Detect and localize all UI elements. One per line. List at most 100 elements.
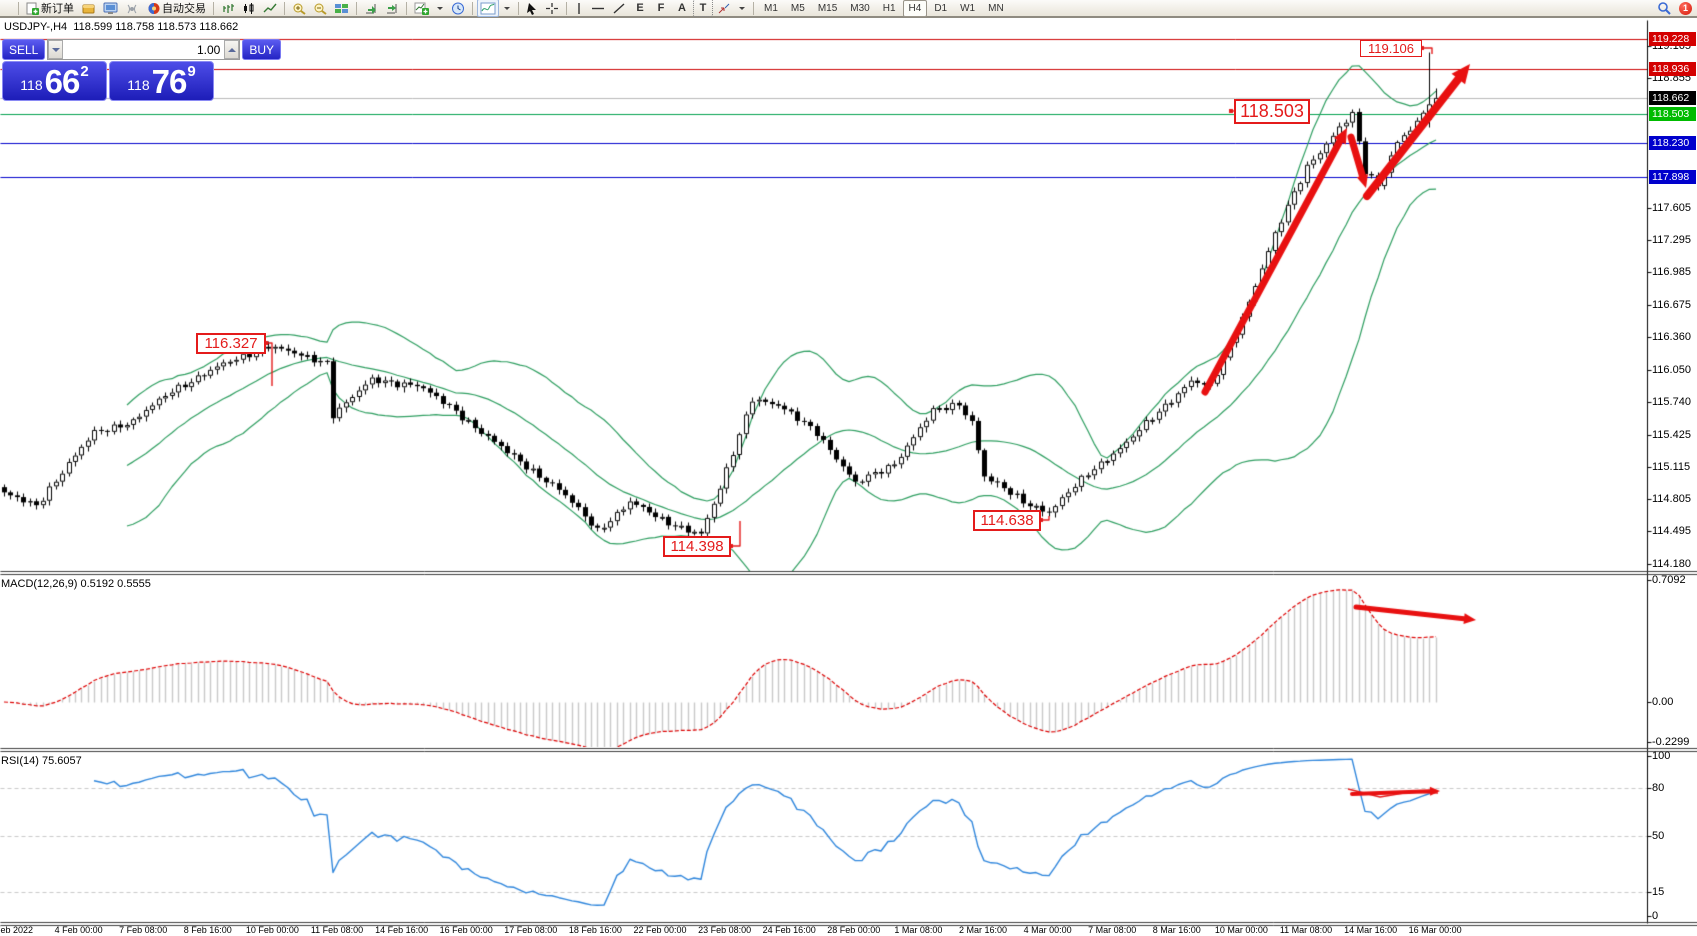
market-watch-icon[interactable]: [78, 0, 99, 17]
horizontal-line-tool-icon[interactable]: [588, 0, 608, 17]
time-axis-label: 2 Mar 16:00: [958, 925, 1008, 935]
timeframe-button-h1[interactable]: H1: [882, 2, 896, 14]
time-axis-label: 1 Mar 08:00: [894, 925, 943, 935]
volume-input[interactable]: [63, 40, 225, 59]
candlestick-mode-icon[interactable]: [239, 0, 259, 17]
period-clock-icon[interactable]: [448, 0, 468, 17]
trendline-tool-icon[interactable]: [609, 0, 629, 17]
sell-price-display[interactable]: 118 66 2: [2, 61, 107, 101]
autotrading-button[interactable]: 自动交易: [144, 0, 209, 17]
terminal-window-icon[interactable]: [100, 0, 121, 17]
timeframe-button-m5[interactable]: M5: [790, 2, 805, 14]
time-axis-label: 24 Feb 16:00: [762, 925, 816, 935]
time-axis-label: 17 Feb 08:00: [504, 925, 558, 935]
volume-decrease-button[interactable]: [48, 40, 64, 59]
new-order-label: 新订单: [41, 3, 74, 15]
timeframe-button-h4[interactable]: H4: [902, 0, 928, 17]
chart-shift-icon[interactable]: [382, 0, 402, 17]
annotation-price-label[interactable]: 114.638: [973, 510, 1041, 531]
time-axis-label: 28 Feb 00:00: [827, 925, 881, 935]
price-axis-tick: 114.805: [1652, 492, 1691, 505]
timeframe-button-group: M1 M5 M15 M30 H1 H4 D1 W1 MN: [758, 0, 1010, 17]
time-axis-label: 4 Mar 00:00: [1023, 925, 1072, 935]
bar-chart-mode-icon[interactable]: [218, 0, 238, 17]
auto-scroll-icon[interactable]: [361, 0, 381, 17]
buy-price-display[interactable]: 118 76 9: [109, 61, 214, 101]
time-axis-label: 7 Mar 08:00: [1088, 925, 1137, 935]
annotation-price-label[interactable]: 118.503: [1234, 99, 1310, 124]
autotrading-label: 自动交易: [162, 3, 206, 15]
dropdown-caret-icon[interactable]: [433, 0, 447, 17]
cursor-tool-icon[interactable]: [523, 0, 541, 17]
add-indicator-icon[interactable]: [411, 0, 432, 17]
zoom-in-icon[interactable]: [289, 0, 309, 17]
fibonacci-tool-icon[interactable]: F: [657, 2, 665, 14]
timeframe-button-w1[interactable]: W1: [960, 2, 976, 14]
arrows-caret-icon[interactable]: [735, 0, 749, 17]
price-axis-tick: 115.740: [1652, 395, 1691, 408]
buy-button[interactable]: BUY: [242, 39, 282, 60]
symbol-ohlc-overlay: USDJPY-,H4 118.599 118.758 118.573 118.6…: [4, 21, 239, 33]
price-axis-tick: 114.495: [1652, 525, 1691, 538]
rsi-axis-tick: 80: [1652, 782, 1665, 794]
timeframe-button-mn[interactable]: MN: [988, 2, 1004, 14]
sell-price-prefix: 118: [20, 77, 43, 93]
time-axis-label: Feb 2022: [0, 925, 34, 935]
time-axis-label: 4 Feb 00:00: [54, 925, 103, 935]
main-toolbar: 新订单 自动交易: [0, 0, 1697, 18]
price-axis-tick: 116.675: [1652, 298, 1691, 311]
vertical-line-tool-icon[interactable]: [571, 0, 587, 17]
time-axis-label: 16 Feb 00:00: [439, 925, 493, 935]
price-axis-tick: 116.050: [1652, 363, 1691, 376]
rsi-label: RSI(14) 75.6057: [1, 755, 82, 767]
rsi-axis-tick: 0: [1652, 910, 1659, 922]
timeframe-button-m30[interactable]: M30: [850, 2, 870, 14]
templates-icon[interactable]: [477, 0, 499, 17]
time-axis-label: 18 Feb 16:00: [568, 925, 622, 935]
annotation-price-label[interactable]: 114.398: [663, 536, 731, 557]
volume-increase-button[interactable]: [224, 40, 240, 59]
rsi-axis-tick: 100: [1652, 750, 1671, 762]
tile-windows-icon[interactable]: [331, 0, 352, 17]
price-axis-tick: 114.180: [1652, 557, 1691, 570]
sell-button[interactable]: SELL: [2, 39, 46, 60]
signal-icon[interactable]: [122, 0, 143, 17]
sell-price-big: 66: [44, 63, 81, 100]
new-order-icon: [26, 2, 40, 15]
time-axis-label: 7 Feb 08:00: [119, 925, 168, 935]
time-axis-label: 16 Mar 00:00: [1408, 925, 1462, 935]
new-order-button[interactable]: 新订单: [23, 0, 77, 17]
buy-price-prefix: 118: [127, 77, 150, 93]
text-label-tool-icon[interactable]: T: [693, 0, 713, 17]
price-axis-tick: 117.605: [1652, 201, 1691, 214]
timeframe-button-d1[interactable]: D1: [934, 2, 948, 14]
autotrading-icon: [147, 2, 161, 15]
equidistant-channel-tool-icon[interactable]: E: [636, 2, 644, 14]
price-axis-badge: 118.230: [1649, 135, 1696, 150]
crosshair-tool-icon[interactable]: [542, 0, 562, 17]
time-axis-label: 8 Mar 16:00: [1152, 925, 1201, 935]
price-axis-tick: 116.985: [1652, 266, 1691, 279]
price-axis-badge: 118.662: [1649, 90, 1696, 105]
time-axis-label: 10 Mar 00:00: [1214, 925, 1268, 935]
timeframe-button-m1[interactable]: M1: [764, 2, 778, 14]
notification-badge[interactable]: 1: [1679, 1, 1692, 15]
macd-axis-tick: 0.00: [1652, 696, 1674, 708]
arrows-tool-icon[interactable]: [714, 0, 734, 17]
annotation-price-label[interactable]: 116.327: [196, 333, 266, 354]
macd-axis-tick: 0.7092: [1652, 574, 1686, 587]
templates-caret-icon[interactable]: [500, 0, 514, 17]
zoom-out-icon[interactable]: [310, 0, 330, 17]
price-axis-tick: 117.295: [1652, 234, 1691, 247]
timeframe-button-m15[interactable]: M15: [817, 2, 838, 14]
text-tool-icon[interactable]: A: [678, 2, 686, 14]
price-axis-tick: 115.115: [1652, 460, 1691, 473]
rsi-axis-tick: 15: [1652, 886, 1665, 898]
annotation-price-label[interactable]: 119.106: [1360, 40, 1422, 57]
time-axis-label: 14 Mar 16:00: [1344, 925, 1398, 935]
line-chart-mode-icon[interactable]: [260, 0, 280, 17]
search-icon[interactable]: [1654, 0, 1675, 17]
